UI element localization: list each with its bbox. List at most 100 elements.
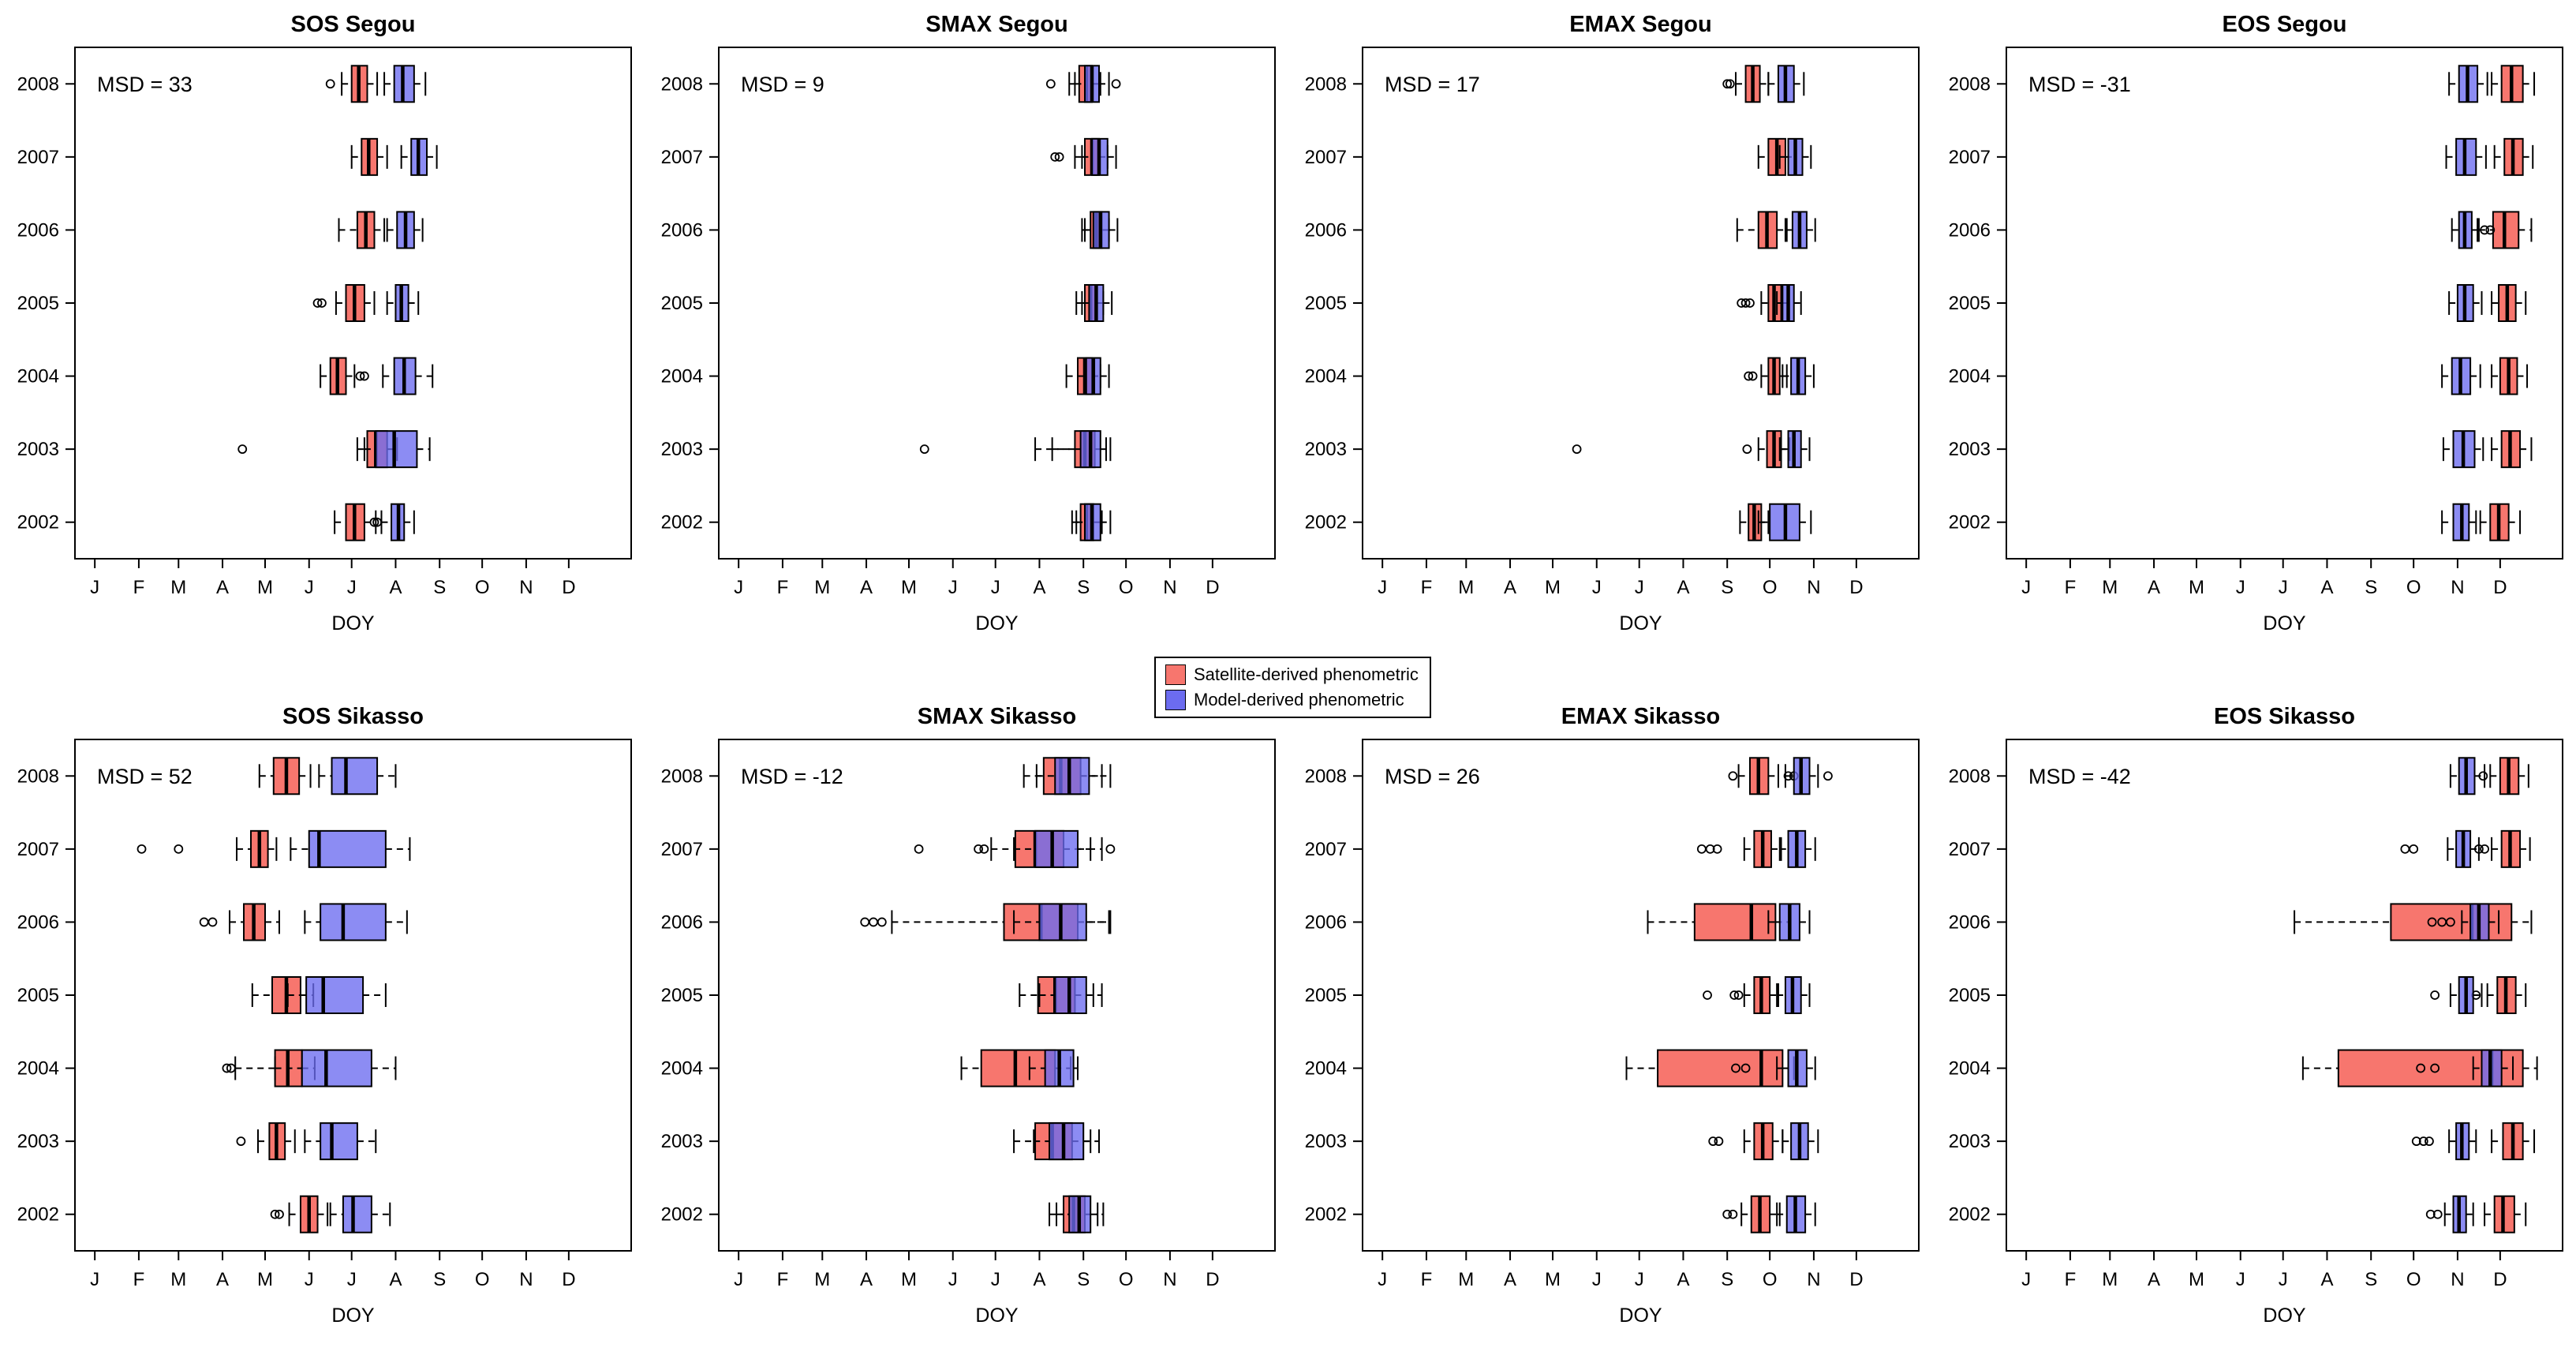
y-tick-label: 2004	[1949, 366, 1991, 387]
y-tick-label: 2003	[1305, 1131, 1347, 1152]
outlier-point	[1740, 1063, 1751, 1073]
outlier-point	[2418, 1136, 2428, 1147]
x-tick-label: O	[475, 1269, 490, 1290]
boxplot-row-2002	[2441, 503, 2522, 541]
outlier-point	[2480, 844, 2489, 854]
x-tick-label: A	[2320, 1269, 2333, 1290]
legend: Satellite-derived phenometric Model-deri…	[1154, 657, 1431, 718]
msd-annotation: MSD = -42	[2028, 765, 2131, 788]
x-tick-label: N	[519, 1269, 533, 1290]
outlier-point	[1105, 844, 1116, 854]
x-tick-label: N	[2451, 577, 2464, 598]
boxplot-row-2004	[1625, 1049, 1816, 1087]
x-tick-label: J	[734, 577, 743, 598]
x-tick-label: M	[2102, 577, 2118, 598]
x-tick-label: A	[1504, 1269, 1516, 1290]
boxplot-row-2005	[1737, 284, 1802, 322]
x-tick-label: A	[1033, 1269, 1045, 1290]
outlier-point	[1722, 79, 1733, 89]
panel-title: EOS Sikasso	[2214, 704, 2355, 729]
boxplot-row-2004	[2301, 1049, 2538, 1087]
boxplot-row-2008	[1728, 757, 1833, 795]
boxplot-row-2006	[2294, 903, 2533, 941]
y-tick-label: 2002	[1949, 512, 1991, 533]
x-tick-label: F	[2065, 577, 2077, 598]
x-axis-label: DOY	[975, 612, 1019, 634]
x-tick-label: J	[1635, 1269, 1644, 1290]
outlier-point	[1728, 771, 1738, 781]
box	[1034, 829, 1079, 868]
msd-annotation: MSD = -31	[2028, 73, 2131, 96]
box	[375, 430, 418, 469]
x-tick-label: J	[1378, 1269, 1387, 1290]
outlier-point	[236, 1136, 246, 1147]
boxplot-row-2006	[1736, 211, 1816, 249]
chart-sos-sikasso: SOS Sikasso J F M A M J J A S O N D DOY 2002 2003 2004 20…	[17, 704, 632, 1327]
x-tick-label: D	[562, 577, 575, 598]
panel-title: SOS Segou	[291, 12, 416, 37]
x-tick-label: J	[2236, 577, 2245, 598]
y-tick-label: 2008	[1305, 765, 1347, 787]
panel-eos-segou: EOS Segou J F M A M J J A S O N D DOY 2002 2003 2004 2005…	[1931, 6, 2575, 649]
boxplot-row-2007	[914, 829, 1116, 868]
boxplot-row-2007	[1050, 137, 1117, 176]
y-tick-label: 2004	[17, 366, 59, 387]
x-tick-label: J	[991, 1269, 1000, 1290]
x-tick-label: S	[2365, 1269, 2377, 1290]
outlier-point	[1714, 1136, 1724, 1147]
x-tick-label: A	[1033, 577, 1045, 598]
outlier-point	[174, 844, 184, 854]
y-tick-label: 2002	[661, 512, 703, 533]
y-tick-label: 2005	[1305, 293, 1347, 314]
outlier-point	[1705, 844, 1715, 854]
x-tick-label: N	[1807, 577, 1820, 598]
msd-annotation: MSD = 26	[1385, 765, 1480, 788]
x-tick-label: J	[948, 577, 958, 598]
msd-annotation: MSD = 17	[1385, 73, 1480, 96]
boxplot-row-2005	[1075, 284, 1113, 322]
outlier-point	[1745, 298, 1755, 308]
y-tick-label: 2007	[17, 839, 59, 860]
outlier-point	[1733, 990, 1744, 1000]
y-tick-label: 2002	[1305, 1204, 1347, 1226]
outlier-point	[2480, 225, 2489, 235]
x-tick-label: A	[1677, 1269, 1689, 1290]
chart-eos-sikasso: EOS Sikasso J F M A M J J A S O N D DOY 2002 2003 2004 20…	[1949, 704, 2563, 1327]
outlier-point	[877, 917, 887, 927]
x-axis-label: DOY	[1619, 612, 1662, 634]
y-tick-label: 2007	[1949, 839, 1991, 860]
x-tick-label: M	[257, 1269, 273, 1290]
chart-emax-segou: EMAX Segou J F M A M J J A S O N D DOY 2002 2003 2004 200…	[1305, 12, 1920, 634]
y-tick-label: 2003	[1305, 439, 1347, 460]
model-swatch-icon	[1165, 690, 1186, 710]
y-tick-label: 2007	[17, 147, 59, 168]
x-tick-label: J	[948, 1269, 958, 1290]
outlier-point	[372, 517, 382, 527]
x-tick-label: J	[2021, 1269, 2031, 1290]
x-tick-label: O	[1119, 1269, 1134, 1290]
boxplot-row-2004	[1744, 357, 1815, 395]
y-tick-label: 2002	[1305, 512, 1347, 533]
boxplot-row-2004	[2441, 357, 2529, 395]
x-tick-label: S	[1721, 577, 1733, 598]
y-tick-label: 2005	[1949, 985, 1991, 1006]
x-tick-label: N	[2451, 1269, 2464, 1290]
y-tick-label: 2004	[661, 1058, 703, 1080]
msd-annotation: MSD = -12	[741, 765, 843, 788]
outlier-point	[2427, 917, 2437, 927]
outlier-point	[979, 844, 989, 854]
x-tick-label: J	[2236, 1269, 2245, 1290]
boxplot-row-2005	[2430, 976, 2527, 1014]
chart-smax-segou: SMAX Segou J F M A M J J A S O N D DOY 2002 2003 2004 200…	[661, 12, 1276, 634]
panel-eos-sikasso: EOS Sikasso J F M A M J J A S O N D DOY 2002 2003 2004 20…	[1931, 698, 2575, 1342]
x-tick-label: A	[2148, 577, 2160, 598]
y-tick-label: 2004	[17, 1058, 59, 1080]
box	[320, 903, 387, 941]
y-tick-label: 2006	[661, 219, 703, 241]
x-tick-label: A	[2320, 577, 2333, 598]
legend-item-satellite: Satellite-derived phenometric	[1165, 664, 1419, 685]
boxplot-row-2004	[222, 1049, 397, 1087]
y-tick-label: 2004	[661, 366, 703, 387]
x-tick-label: A	[389, 577, 402, 598]
satellite-swatch-icon	[1165, 664, 1186, 685]
